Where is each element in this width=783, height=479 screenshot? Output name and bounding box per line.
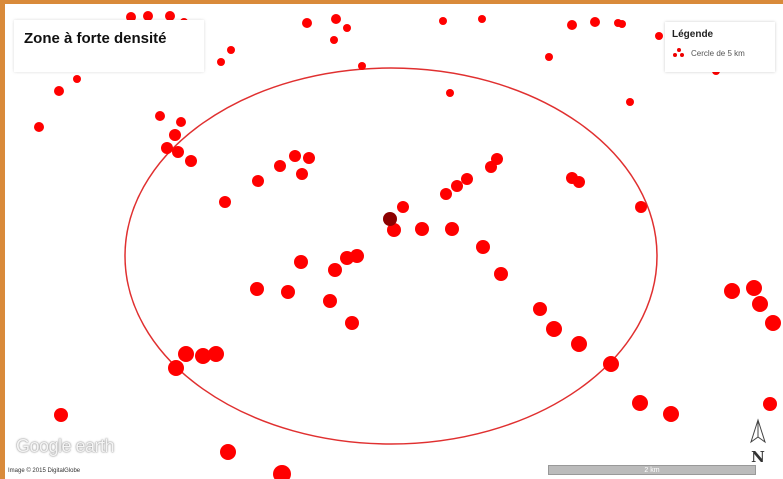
point bbox=[73, 75, 81, 83]
point bbox=[724, 283, 740, 299]
point bbox=[303, 152, 315, 164]
point bbox=[289, 150, 301, 162]
point bbox=[227, 46, 235, 54]
legend-item: Cercle de 5 km bbox=[673, 48, 745, 58]
density-circle bbox=[124, 67, 658, 445]
google-earth-logo: Google earth bbox=[16, 436, 115, 456]
point bbox=[752, 296, 768, 312]
point bbox=[250, 282, 264, 296]
point bbox=[345, 316, 359, 330]
highlight-point bbox=[383, 212, 397, 226]
legend-title: Légende bbox=[672, 29, 714, 40]
points-layer bbox=[34, 11, 781, 479]
scale-bar: 2 km bbox=[548, 465, 756, 475]
point bbox=[632, 395, 648, 411]
point bbox=[296, 168, 308, 180]
point bbox=[350, 249, 364, 263]
point bbox=[439, 17, 447, 25]
point bbox=[302, 18, 312, 28]
cluster-points-icon bbox=[673, 48, 685, 58]
point bbox=[172, 146, 184, 158]
point bbox=[663, 406, 679, 422]
point bbox=[494, 267, 508, 281]
point bbox=[655, 32, 663, 40]
point bbox=[178, 346, 194, 362]
point bbox=[165, 11, 175, 21]
map-title: Zone à forte densité bbox=[24, 30, 167, 47]
point bbox=[763, 397, 777, 411]
point bbox=[219, 196, 231, 208]
point bbox=[387, 223, 401, 237]
point bbox=[34, 122, 44, 132]
point bbox=[445, 222, 459, 236]
point bbox=[533, 302, 547, 316]
point bbox=[208, 346, 224, 362]
point bbox=[590, 17, 600, 27]
point bbox=[485, 161, 497, 173]
point bbox=[635, 201, 647, 213]
point bbox=[567, 20, 577, 30]
point bbox=[252, 175, 264, 187]
point bbox=[217, 58, 225, 66]
point bbox=[397, 201, 409, 213]
point bbox=[461, 173, 473, 185]
point bbox=[273, 465, 291, 479]
imagery-credit: Image © 2015 DigitalGlobe bbox=[8, 468, 81, 474]
scale-label: 2 km bbox=[644, 467, 660, 474]
point bbox=[358, 62, 366, 70]
point bbox=[765, 315, 781, 331]
legend-item-label: Cercle de 5 km bbox=[691, 48, 745, 58]
point bbox=[343, 24, 351, 32]
point bbox=[451, 180, 463, 192]
point bbox=[323, 294, 337, 308]
point bbox=[415, 222, 429, 236]
point bbox=[54, 86, 64, 96]
point bbox=[626, 98, 634, 106]
point bbox=[168, 360, 184, 376]
map-canvas[interactable] bbox=[5, 4, 783, 479]
point bbox=[545, 53, 553, 61]
point bbox=[476, 240, 490, 254]
legend-panel: Légende Cercle de 5 km bbox=[665, 22, 775, 72]
point bbox=[328, 263, 342, 277]
point bbox=[195, 348, 211, 364]
point bbox=[274, 160, 286, 172]
point bbox=[161, 142, 173, 154]
point bbox=[330, 36, 338, 44]
point bbox=[169, 129, 181, 141]
point bbox=[220, 444, 236, 460]
point bbox=[618, 20, 626, 28]
north-label: N bbox=[751, 448, 765, 466]
point bbox=[54, 408, 68, 422]
point bbox=[746, 280, 762, 296]
point bbox=[478, 15, 486, 23]
point bbox=[176, 117, 186, 127]
point bbox=[603, 356, 619, 372]
point bbox=[440, 188, 452, 200]
point bbox=[126, 12, 136, 22]
point bbox=[546, 321, 562, 337]
point bbox=[185, 155, 197, 167]
point bbox=[446, 89, 454, 97]
point bbox=[331, 14, 341, 24]
point bbox=[573, 176, 585, 188]
point bbox=[143, 11, 153, 21]
point bbox=[281, 285, 295, 299]
point bbox=[571, 336, 587, 352]
point bbox=[155, 111, 165, 121]
north-arrow-icon: N bbox=[750, 418, 766, 466]
title-panel: Zone à forte densité bbox=[14, 20, 204, 72]
point bbox=[294, 255, 308, 269]
